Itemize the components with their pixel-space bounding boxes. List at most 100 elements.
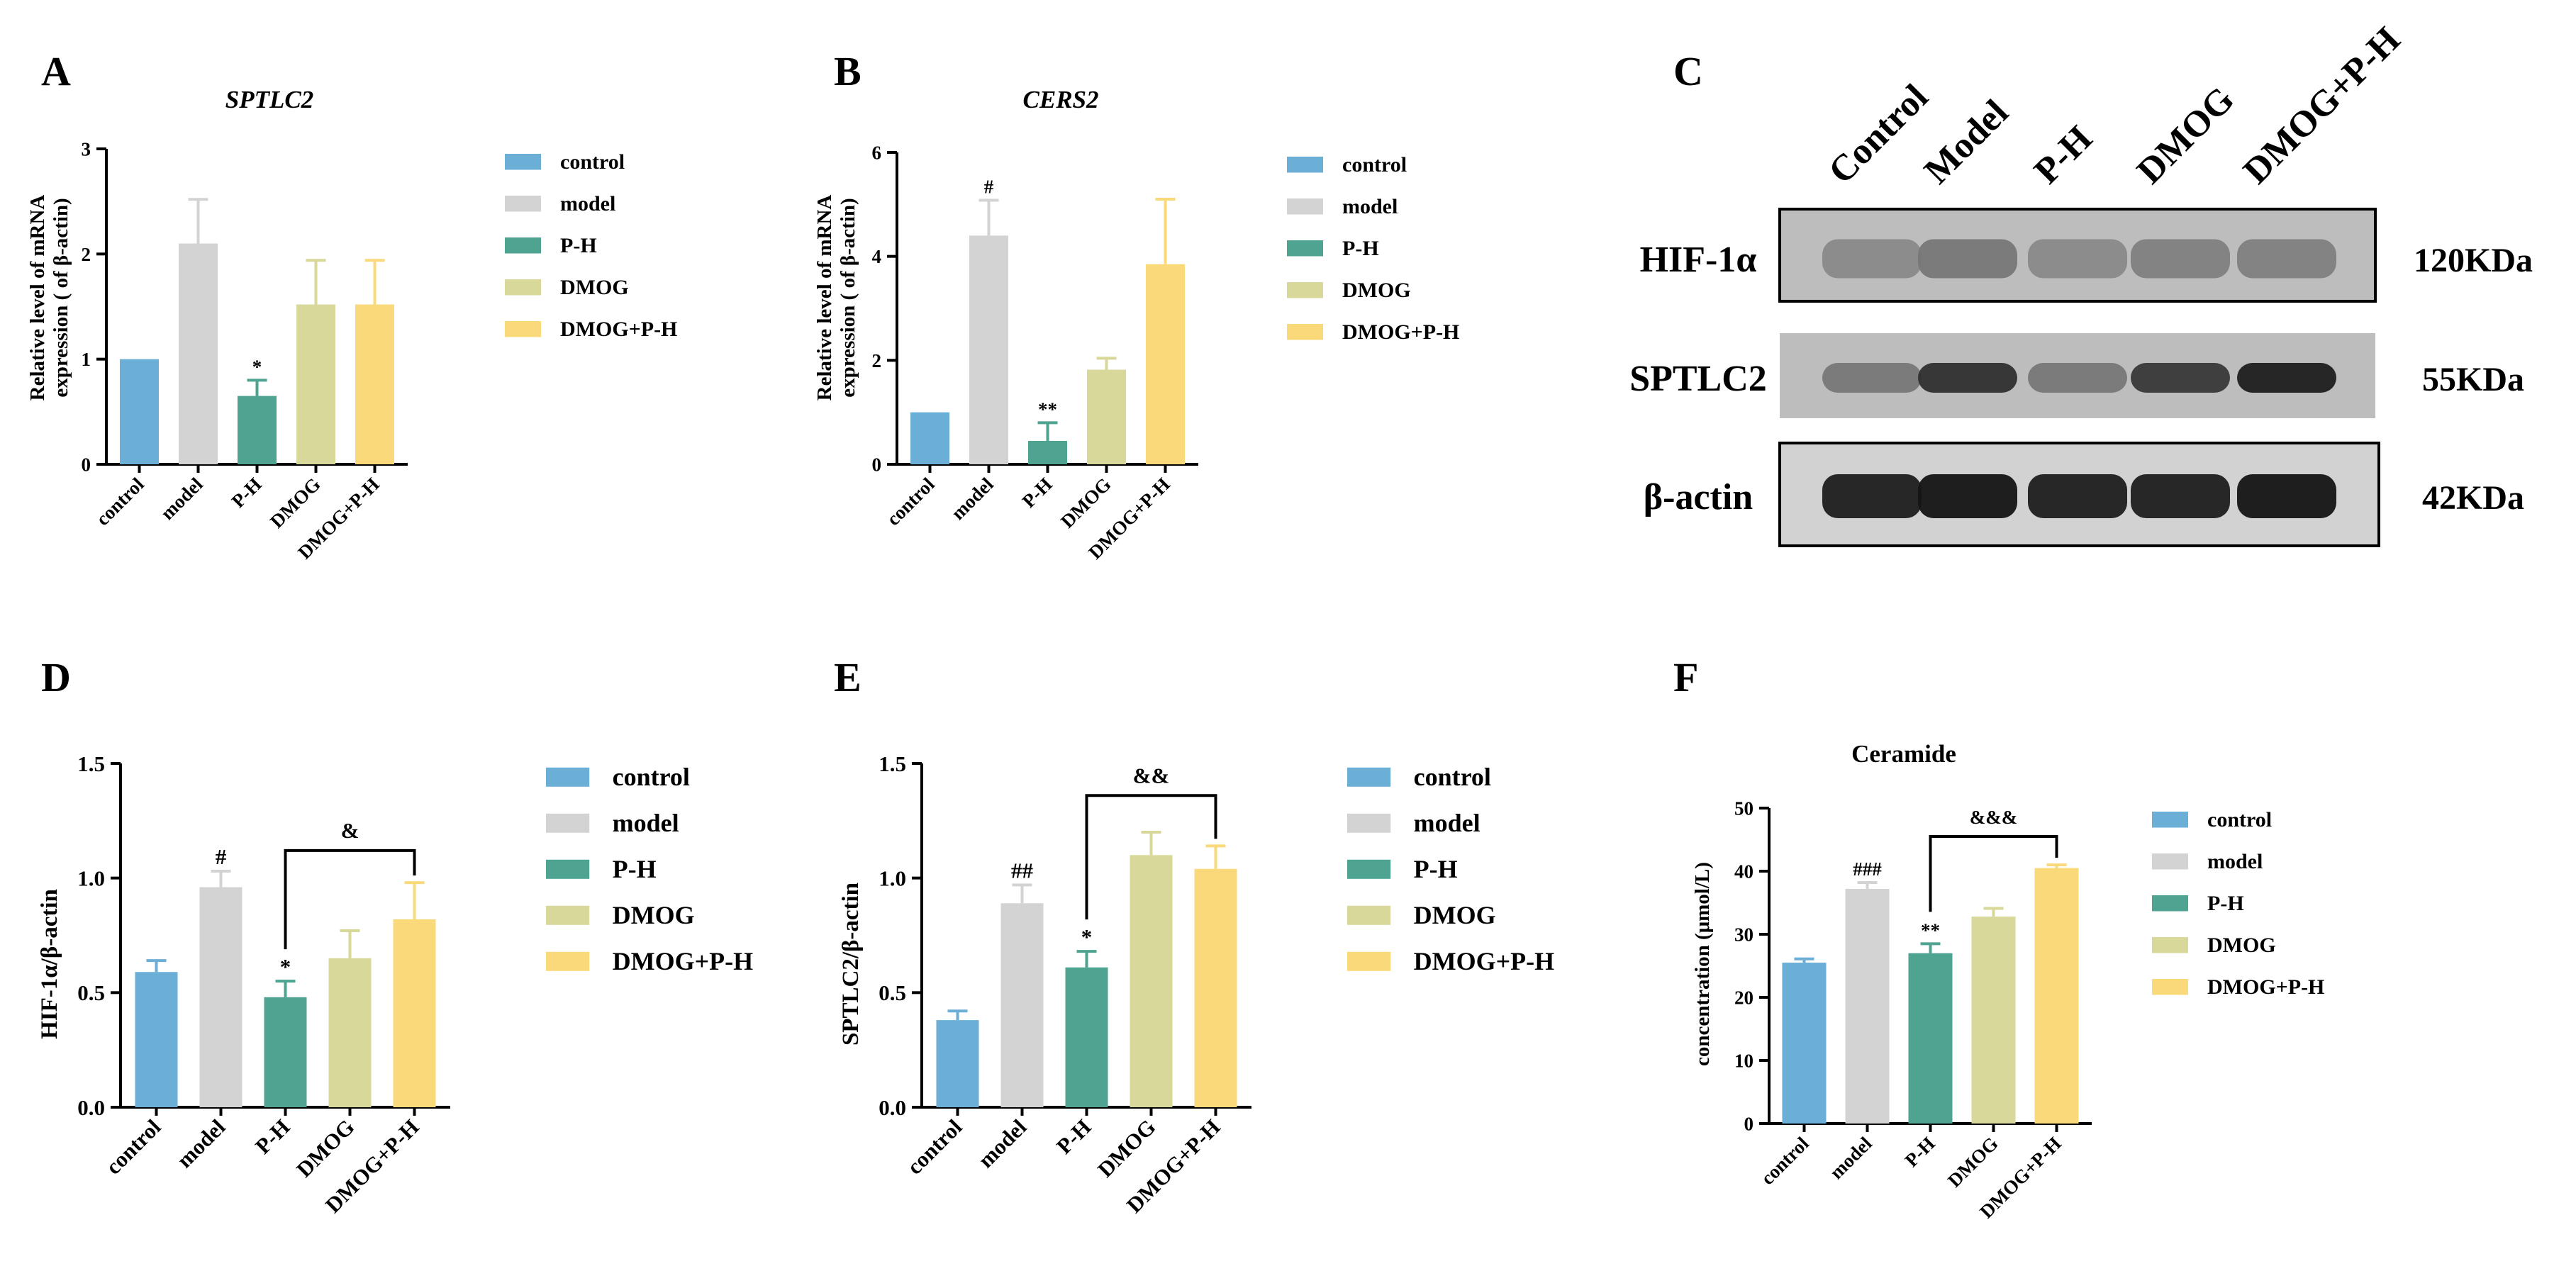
significance-mark: ** [1038, 398, 1057, 420]
legend-label: model [1414, 809, 1481, 837]
bar-control [1782, 963, 1827, 1124]
blot-band [1918, 474, 2017, 518]
y-tick-label: 0 [872, 454, 882, 475]
blot-band [2131, 363, 2230, 393]
significance-mark: # [216, 844, 227, 869]
significance-mark: * [280, 954, 291, 979]
panel-label-C: C [1673, 48, 1703, 94]
x-tick-label: control [902, 1114, 967, 1180]
blot-band [2028, 474, 2127, 518]
y-tick-label: 40 [1734, 861, 1753, 882]
legend-label: control [1414, 763, 1491, 791]
y-axis-label-line: concentration (μmol/L) [1691, 862, 1714, 1066]
legend-label: model [613, 809, 679, 837]
bar-model [179, 243, 218, 464]
legend-label: control [560, 150, 625, 174]
x-tick-label: control [101, 1114, 166, 1180]
bracket-label: & [341, 818, 359, 843]
legend-swatch [2152, 937, 2188, 953]
bar-dmog-p-h [355, 304, 394, 464]
legend-swatch [1287, 198, 1323, 215]
y-axis-label-line: SPTLC2/β-actin [838, 883, 864, 1046]
legend-label: DMOG [1342, 279, 1411, 302]
legend-label: model [560, 192, 615, 215]
y-tick-label: 2 [82, 244, 91, 265]
bar-model [969, 235, 1008, 464]
legend-label: control [613, 763, 690, 791]
legend-label: control [1342, 153, 1407, 177]
x-tick-label: DMOG [1944, 1133, 2002, 1192]
legend-swatch [505, 321, 541, 337]
comparison-bracket [1085, 794, 1217, 920]
significance-mark: * [252, 356, 262, 377]
x-tick-label: model [172, 1114, 230, 1172]
significance-mark: # [984, 176, 994, 197]
y-axis-label: SPTLC2/β-actin [838, 883, 864, 1046]
x-tick-label: model [947, 474, 998, 524]
panel-label-B: B [834, 48, 862, 94]
legend-swatch [1287, 282, 1323, 298]
y-axis-label-line: Relative level of mRNA [26, 195, 49, 401]
blot-size-label: 42KDa [2422, 479, 2524, 517]
x-tick-label: P-H [1052, 1114, 1095, 1158]
y-tick-label: 1.0 [879, 866, 906, 891]
x-tick-label: P-H [250, 1114, 294, 1158]
blot-band [1918, 363, 2017, 393]
legend-swatch [1347, 767, 1391, 787]
x-tick-label: model [157, 474, 207, 524]
y-tick-label: 20 [1734, 987, 1753, 1008]
y-tick-label: 6 [872, 142, 882, 163]
legend-label: P-H [613, 855, 657, 883]
legend-label: DMOG+P-H [613, 947, 753, 975]
bar-dmog-p-h [1146, 264, 1185, 464]
bar-model [1000, 903, 1044, 1107]
blot-band [2131, 474, 2230, 518]
y-axis-label: Relative level of mRNAexpression ( of β-… [26, 195, 72, 401]
bar-p-h [1065, 967, 1108, 1107]
legend-swatch [1347, 859, 1391, 879]
y-tick-label: 0.0 [879, 1095, 906, 1120]
legend-swatch [2152, 979, 2188, 995]
legend-swatch [546, 905, 590, 925]
blot-lane-label: DMOG [2129, 79, 2242, 192]
x-tick-label: P-H [228, 474, 266, 512]
legend-label: P-H [560, 234, 597, 257]
x-tick-label: control [1757, 1133, 1814, 1189]
blot-band [1822, 239, 1922, 279]
y-tick-label: 0 [1744, 1113, 1754, 1134]
y-tick-label: 50 [1734, 797, 1753, 819]
legend-swatch [505, 196, 541, 212]
bar-control [936, 1020, 979, 1107]
panel-label-A: A [41, 48, 71, 94]
y-tick-label: 0 [82, 454, 91, 475]
legend-swatch [1287, 157, 1323, 173]
bracket-label: && [1133, 763, 1170, 788]
y-tick-label: 10 [1734, 1050, 1753, 1071]
legend-swatch [546, 767, 590, 787]
legend-label: DMOG [560, 276, 629, 299]
legend-label: DMOG+P-H [1414, 947, 1554, 975]
y-tick-label: 1.0 [77, 866, 105, 891]
x-tick-label: P-H [1018, 474, 1056, 512]
legend-swatch [546, 859, 590, 879]
blot-band [1822, 363, 1922, 393]
y-tick-label: 30 [1734, 924, 1753, 945]
y-tick-label: 1 [82, 349, 91, 370]
blot-lane-label: Control [1821, 77, 1936, 191]
y-tick-label: 0.0 [77, 1095, 105, 1120]
legend-label: DMOG+P-H [2207, 975, 2324, 999]
y-tick-label: 1.5 [77, 751, 105, 776]
legend-swatch [505, 237, 541, 254]
bar-p-h [238, 396, 277, 464]
legend-label: P-H [1414, 855, 1458, 883]
y-tick-label: 3 [82, 138, 91, 159]
legend-swatch [1287, 324, 1323, 340]
comparison-bracket [1929, 835, 2058, 912]
legend-swatch [1347, 813, 1391, 833]
bracket-label: &&& [1970, 807, 2017, 828]
legend-swatch [546, 813, 590, 833]
bar-dmog [1971, 917, 2016, 1124]
legend-label: model [2207, 850, 2263, 873]
